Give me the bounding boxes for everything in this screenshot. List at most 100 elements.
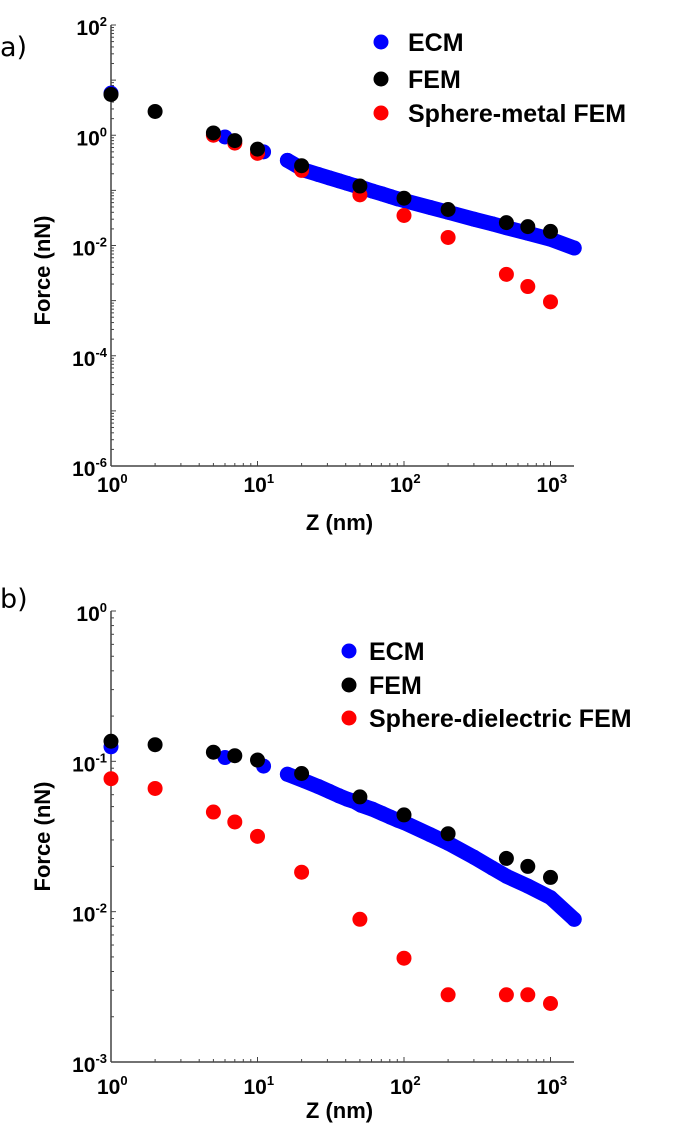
data-point — [279, 152, 295, 168]
legend-item: ECM — [341, 638, 425, 666]
y-tick-base: 10 — [72, 904, 95, 927]
x-tick-base: 10 — [97, 1076, 120, 1099]
legend-item: FEM — [341, 672, 422, 700]
y-tick-base: 10 — [76, 127, 99, 150]
legend-marker — [341, 677, 357, 693]
x-tick-base: 10 — [244, 474, 267, 497]
data-point — [440, 826, 456, 842]
data-point — [566, 240, 582, 256]
x-tick-base: 10 — [390, 474, 413, 497]
data-point — [147, 737, 163, 753]
data-point — [352, 178, 368, 194]
x-axis-label: Z (nm) — [306, 510, 373, 535]
panel-label: b) — [0, 584, 28, 615]
x-tick-label: 101 — [244, 1073, 275, 1099]
y-tick-label: 10-6 — [72, 455, 107, 481]
data-point — [499, 868, 515, 884]
x-tick-base: 10 — [537, 474, 560, 497]
data-point — [352, 911, 368, 927]
x-tick-label: 103 — [537, 1073, 568, 1099]
y-tick-base: 10 — [76, 17, 99, 40]
y-tick-base: 10 — [72, 348, 95, 371]
data-point — [498, 215, 514, 231]
x-tick-exponent: 1 — [267, 1073, 274, 1088]
data-point — [227, 748, 243, 764]
data-point — [250, 828, 265, 844]
y-tick-label: 10-1 — [72, 750, 107, 776]
data-point — [543, 995, 558, 1011]
data-point — [227, 814, 243, 830]
y-tick-exponent: 0 — [100, 600, 107, 615]
panel-label: a) — [0, 32, 27, 63]
data-point — [294, 158, 310, 174]
y-tick-label: 10-3 — [72, 1051, 107, 1077]
data-point — [440, 201, 456, 217]
data-point — [396, 950, 412, 966]
y-tick-label: 102 — [76, 14, 107, 40]
y-tick-label: 10-2 — [72, 901, 107, 927]
series-sphere-dielectric-fem — [103, 771, 558, 1011]
x-axis-label: Z (nm) — [306, 1098, 373, 1123]
data-point — [466, 849, 482, 865]
data-point — [396, 190, 412, 206]
data-point — [279, 766, 295, 782]
data-point — [440, 987, 456, 1003]
legend-marker — [373, 34, 389, 50]
x-tick-base: 10 — [97, 474, 120, 497]
data-point — [566, 911, 582, 927]
x-tick-base: 10 — [537, 1076, 560, 1099]
data-point — [352, 789, 368, 805]
legend-label: ECM — [369, 638, 425, 666]
data-point — [205, 804, 221, 820]
legend-item: ECM — [373, 29, 464, 57]
y-tick-label: 10-4 — [72, 345, 108, 371]
data-point — [520, 219, 536, 235]
data-point — [520, 878, 536, 894]
y-tick-base: 10 — [72, 238, 95, 261]
data-point — [543, 294, 558, 310]
y-tick-exponent: -1 — [95, 750, 107, 765]
data-point — [484, 216, 500, 232]
data-point — [466, 211, 482, 227]
legend-item: FEM — [373, 66, 461, 94]
data-point — [250, 752, 265, 768]
data-point — [498, 266, 514, 282]
x-tick-label: 102 — [390, 471, 421, 497]
y-tick-exponent: -3 — [95, 1051, 107, 1066]
data-point — [250, 141, 265, 157]
data-point — [422, 827, 438, 843]
data-point — [147, 780, 163, 796]
y-tick-label: 10-2 — [72, 235, 107, 261]
y-tick-base: 10 — [72, 753, 95, 776]
data-point — [498, 850, 514, 866]
data-point — [396, 807, 412, 823]
legend-marker — [373, 105, 389, 121]
data-point — [103, 733, 119, 749]
x-tick-exponent: 2 — [413, 1073, 420, 1088]
data-point — [520, 858, 536, 874]
legend-item: Sphere-metal FEM — [373, 100, 626, 128]
y-tick-base: 10 — [72, 1054, 95, 1077]
data-point — [543, 223, 558, 239]
data-point — [520, 279, 536, 295]
data-point — [205, 744, 221, 760]
y-axis-label: Force (nN) — [30, 216, 55, 326]
data-point — [498, 987, 514, 1003]
legend: ECM FEM Sphere-metal FEM — [373, 29, 626, 128]
legend-marker — [341, 710, 357, 726]
y-tick-exponent: -2 — [95, 901, 107, 916]
y-tick-exponent: -2 — [95, 235, 107, 250]
legend: ECM FEM Sphere-dielectric FEM — [341, 638, 632, 733]
x-tick-exponent: 3 — [560, 471, 567, 486]
y-tick-exponent: -4 — [95, 345, 107, 360]
y-tick-label: 100 — [76, 600, 107, 626]
data-point — [227, 133, 243, 149]
x-tick-base: 10 — [244, 1076, 267, 1099]
legend-item: Sphere-dielectric FEM — [341, 705, 632, 733]
data-point — [484, 860, 500, 876]
y-tick-exponent: -6 — [95, 455, 107, 470]
x-tick-exponent: 3 — [560, 1073, 567, 1088]
